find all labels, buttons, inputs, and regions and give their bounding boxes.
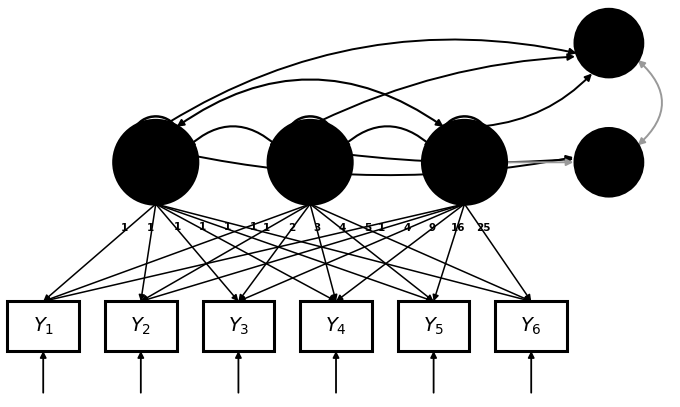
Text: 1: 1 [173,222,181,232]
Text: 1: 1 [199,222,206,232]
Text: $Y_2$: $Y_2$ [131,315,152,337]
Text: $\Delta C$: $\Delta C$ [594,33,624,53]
Text: $Y_6$: $Y_6$ [520,315,542,337]
Text: 1: 1 [224,222,231,232]
Text: 2: 2 [288,223,295,233]
Circle shape [575,9,643,77]
Text: $Y_1$: $Y_1$ [33,315,54,337]
Text: 1: 1 [250,223,257,232]
Bar [105,301,177,351]
Text: $Y_3$: $Y_3$ [228,315,249,337]
Text: 9: 9 [429,223,436,233]
Text: 1: 1 [262,223,270,233]
Text: 16: 16 [450,223,465,233]
Circle shape [114,120,198,204]
Text: $Y_5$: $Y_5$ [423,315,444,337]
Text: 3: 3 [313,223,321,233]
Bar [300,301,372,351]
Text: 1: 1 [378,223,386,233]
Bar [7,301,79,351]
Text: 1: 1 [147,223,154,233]
Text: $Y_4$: $Y_4$ [325,315,347,337]
Text: 4: 4 [403,223,411,233]
Text: $\mathit{Q}$: $\mathit{Q}$ [453,148,476,176]
Text: $\mathit{I}$: $\mathit{I}$ [151,148,160,176]
Text: $\mathit{S}$: $\mathit{S}$ [301,148,320,176]
Bar [495,301,567,351]
Circle shape [269,120,352,204]
Text: $\Delta P$: $\Delta P$ [594,152,624,172]
Text: 5: 5 [364,223,372,233]
Circle shape [575,129,643,196]
Text: 1: 1 [121,223,128,232]
Text: 4: 4 [339,223,346,233]
Circle shape [423,120,507,204]
Text: 25: 25 [476,223,490,233]
Bar [398,301,469,351]
Bar [203,301,274,351]
